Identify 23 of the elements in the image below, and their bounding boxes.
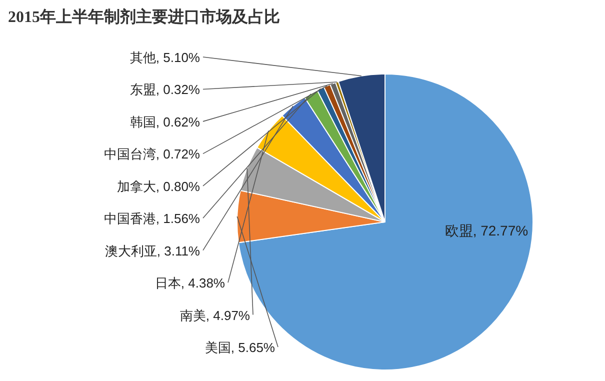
slice-label: 中国香港 <box>104 211 156 226</box>
chart-title: 2015年上半年制剂主要进口市场及占比 <box>8 7 280 26</box>
slice-label: 加拿大 <box>116 178 156 194</box>
slice-label: 东盟 <box>130 82 156 98</box>
data-label: , 1.56% <box>156 211 200 226</box>
slice-label: 中国台湾 <box>104 146 156 162</box>
slice-label: 美国 <box>204 340 231 355</box>
slice-label: 其他 <box>130 50 156 65</box>
data-label: , 4.38% <box>180 276 226 291</box>
slice-label: 南美 <box>180 308 206 323</box>
data-label: , 3.11% <box>156 243 200 258</box>
data-label: , 0.32% <box>156 82 200 98</box>
data-label: , 4.97% <box>206 308 250 323</box>
slice-label: 韩国 <box>130 114 156 130</box>
data-label: , 5.10% <box>156 50 200 65</box>
data-label: , 0.62% <box>156 114 200 130</box>
slice-label: 日本 <box>154 276 181 291</box>
data-label: , 5.65% <box>230 340 276 355</box>
slice-label: 欧盟 <box>444 222 473 238</box>
data-label: , 0.80% <box>156 178 200 194</box>
slice-label: 澳大利亚 <box>104 243 157 258</box>
data-label: , 72.77% <box>472 222 528 238</box>
data-label: , 0.72% <box>156 146 200 162</box>
